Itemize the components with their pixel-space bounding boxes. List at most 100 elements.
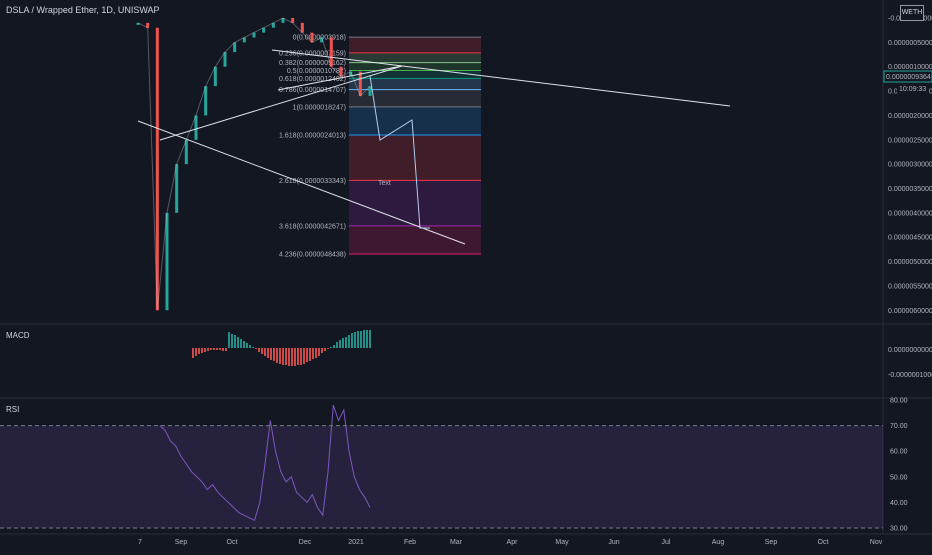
fib-zone [349,70,481,79]
price-axis-label: 0.0000020000 [888,113,932,120]
macd-histogram-bar [249,345,251,348]
macd-histogram-bar [207,348,209,351]
macd-histogram-bar [300,348,302,365]
fib-level-label: 2.618(0.0000033343) [279,178,346,185]
macd-histogram-bar [348,335,350,348]
fib-level-label: 1.618(0.0000024013) [279,132,346,139]
price-axis-label: 0.0000045000 [888,235,932,242]
time-axis-label: Feb [404,539,416,546]
price-candle [136,22,140,25]
macd-histogram-bar [297,348,299,365]
time-axis-label: Jun [608,539,619,546]
price-axis-label: 0.0000005000 [888,40,932,47]
price-candle [175,164,179,213]
fib-level-label: 0.5(0.0000010782) [287,68,346,75]
countdown-value: 10:09:33 [899,86,926,93]
price-axis-label: 0.0000055000 [888,283,932,290]
currency-badge[interactable]: WETH [900,5,924,21]
price-axis-label: 0.0000050000 [888,259,932,266]
time-axis-label: 2021 [348,539,364,546]
price-candle [223,52,227,67]
macd-histogram-bar [270,348,272,360]
fib-level-label: 0.382(0.0000009162) [279,60,346,67]
macd-histogram-bar [198,348,200,354]
rsi-axis-label: 50.00 [890,474,908,481]
macd-histogram-bar [204,348,206,352]
macd-histogram-bar [318,348,320,356]
price-candle [184,139,188,165]
time-axis-label: Jul [662,539,671,546]
fib-zone [349,89,481,107]
trend-line [137,120,466,245]
price-candle [146,22,150,28]
macd-histogram-bar [354,332,356,348]
fib-zone [349,180,481,226]
time-axis-label: 7 [138,539,142,546]
macd-histogram-bar [315,348,317,358]
price-axis-label: 0.0000030000 [888,162,932,169]
fib-zone [349,106,481,135]
price-candle [213,66,217,87]
macd-histogram-bar [240,339,242,348]
macd-pane-label: MACD [6,331,30,340]
price-candle [194,115,198,140]
time-axis-label: Mar [450,539,463,546]
time-axis-label: Sep [765,539,778,546]
macd-histogram-bar [294,348,296,366]
macd-histogram-bar [321,348,323,353]
price-axis-label: 0.0000025000 [888,137,932,144]
macd-histogram-bar [201,348,203,353]
price-candle [339,66,343,77]
macd-histogram-bar [195,348,197,356]
fib-level-label: 0.786(0.0000014707) [279,87,346,94]
macd-histogram-bar [192,348,194,358]
price-candle [242,37,246,43]
price-candle [281,18,285,23]
price-candle [165,212,169,311]
macd-histogram-bar [330,347,332,348]
macd-histogram-bar [261,348,263,354]
macd-histogram-bar [210,348,212,350]
macd-histogram-bar [309,348,311,361]
time-axis-label: Oct [818,539,829,546]
macd-histogram-bar [285,348,287,365]
fib-zone [349,62,481,71]
macd-histogram-bar [216,348,218,350]
macd-histogram-bar [246,343,248,348]
macd-histogram-bar [363,330,365,348]
price-candle [358,71,362,96]
time-axis-label: Aug [712,539,725,546]
macd-histogram-bar [231,334,233,348]
fib-zone [349,225,481,254]
fib-zone [349,37,481,53]
rsi-axis-label: 80.00 [890,398,908,405]
chart-title: DSLA / Wrapped Ether, 1D, UNISWAP [6,5,160,15]
macd-histogram-bar [282,348,284,365]
rsi-pane-label: RSI [6,405,20,414]
fib-level-label: 3.618(0.0000042671) [279,223,346,230]
rsi-axis-label: 30.00 [890,526,908,533]
macd-histogram-bar [228,332,230,348]
price-axis-label: 0.0000060000 [888,308,932,315]
rsi-axis-label: 60.00 [890,449,908,456]
trend-line [271,49,731,107]
time-axis-label: Nov [870,539,883,546]
current-price-value: 0.0000009364 [886,74,931,81]
time-axis-label: Apr [507,539,519,546]
fib-level-label: 0.236(0.0000007159) [279,50,346,57]
macd-histogram-bar [276,348,278,363]
rsi-axis-label: 40.00 [890,500,908,507]
macd-histogram-bar [252,347,254,348]
rsi-band-fill [0,425,883,528]
macd-histogram-bar [291,348,293,366]
time-axis-label: Sep [175,539,188,546]
fib-level-label: 1(0.0000018247) [293,104,346,111]
macd-histogram-bar [273,348,275,361]
trend-line [277,65,403,91]
macd-histogram-bar [288,348,290,366]
macd-histogram-bar [324,348,326,351]
macd-histogram-bar [369,330,371,348]
price-axis-label: 0.0000035000 [888,186,932,193]
